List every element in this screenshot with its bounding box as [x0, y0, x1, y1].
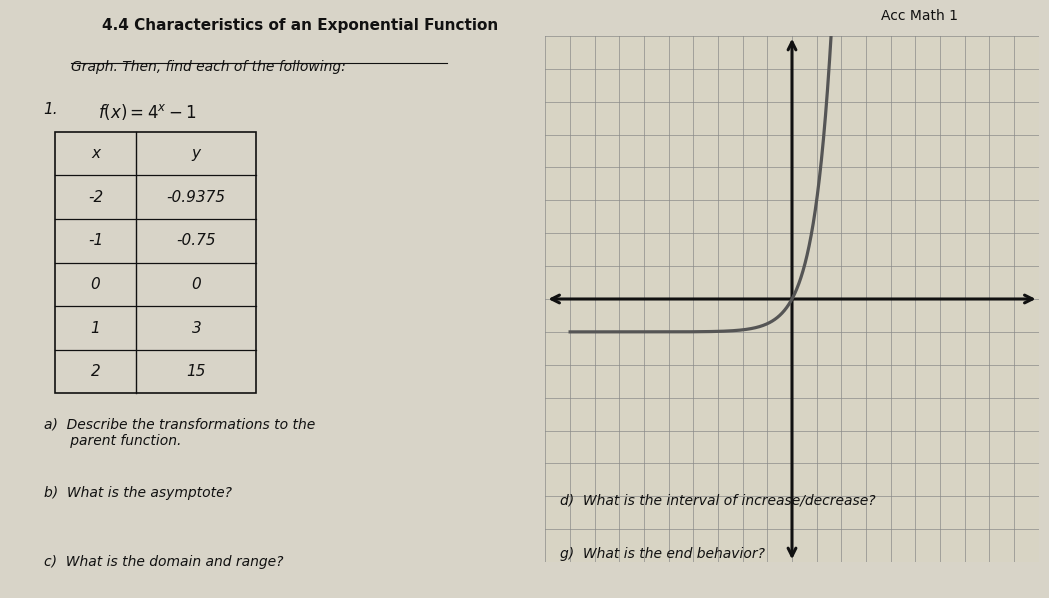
- Text: 15: 15: [187, 364, 206, 379]
- Text: x: x: [91, 146, 100, 161]
- Text: 1: 1: [90, 321, 101, 335]
- Text: 1.: 1.: [44, 102, 59, 117]
- Text: y: y: [192, 146, 200, 161]
- Text: -2: -2: [88, 190, 103, 205]
- Text: 3: 3: [192, 321, 201, 335]
- Text: a)  Describe the transformations to the
      parent function.: a) Describe the transformations to the p…: [44, 417, 315, 448]
- Text: -1: -1: [88, 233, 103, 248]
- Text: 0: 0: [192, 277, 201, 292]
- Text: Graph. Then, find each of the following:: Graph. Then, find each of the following:: [71, 60, 346, 74]
- Bar: [55, 132, 256, 393]
- Text: c)  What is the domain and range?: c) What is the domain and range?: [44, 555, 283, 569]
- Text: 4.4 Characteristics of an Exponential Function: 4.4 Characteristics of an Exponential Fu…: [102, 18, 498, 33]
- Text: -0.9375: -0.9375: [167, 190, 226, 205]
- Text: b)  What is the asymptote?: b) What is the asymptote?: [44, 486, 232, 500]
- Text: Acc Math 1: Acc Math 1: [881, 9, 958, 23]
- Text: 0: 0: [90, 277, 101, 292]
- Text: d)  What is the interval of increase/decrease?: d) What is the interval of increase/decr…: [560, 493, 876, 507]
- Text: g)  What is the end behavior?: g) What is the end behavior?: [560, 547, 766, 561]
- Text: 2: 2: [90, 364, 101, 379]
- Text: -0.75: -0.75: [176, 233, 216, 248]
- Text: $f(x) = 4^x - 1$: $f(x) = 4^x - 1$: [99, 102, 197, 121]
